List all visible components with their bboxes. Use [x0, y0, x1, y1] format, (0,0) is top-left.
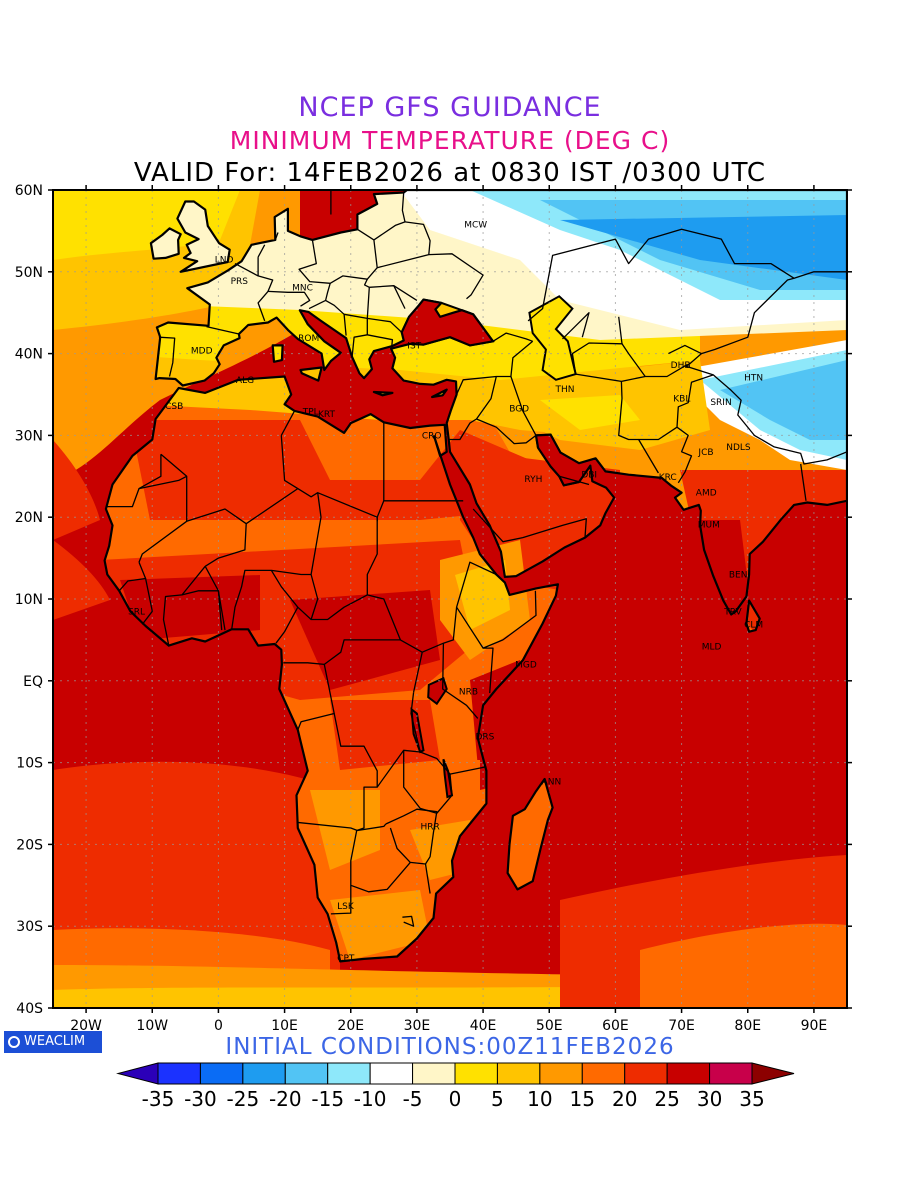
coastlines-and-borders: [103, 190, 847, 963]
lat-tick-label: EQ: [23, 674, 43, 690]
lat-tick-label: 20S: [16, 837, 43, 853]
initial-conditions: INITIAL CONDITIONS:00Z11FEB2026: [225, 1034, 675, 1060]
map-subtitle: MINIMUM TEMPERATURE (DEG C): [229, 126, 671, 155]
lat-tick-label: 10N: [15, 592, 43, 608]
lon-tick-label: 10W: [136, 1018, 168, 1034]
lon-tick-label: 20E: [337, 1018, 364, 1034]
lon-tick-label: 50E: [536, 1018, 563, 1034]
city-label: KRT: [318, 410, 336, 420]
city-label: AMD: [696, 489, 717, 499]
lon-tick-label: 60E: [602, 1018, 629, 1034]
city-label: CPT: [337, 954, 355, 964]
lat-tick-label: 40N: [15, 347, 43, 363]
city-label: KRC: [659, 473, 677, 483]
city-labels: MCW LND PRS MNC ROM MDD IST ALG CSB TPL KRT CRO BGD T…: [128, 220, 763, 964]
city-label: DBI: [581, 471, 597, 481]
city-label: BGD: [509, 404, 529, 414]
city-label: TRV: [723, 607, 742, 617]
city-label: TPL: [302, 408, 319, 418]
lon-tick-label: 40E: [470, 1018, 497, 1034]
lat-tick-label: 40S: [16, 1001, 43, 1017]
lon-tick-label: 90E: [801, 1018, 828, 1034]
lat-tick-label: 20N: [15, 510, 43, 526]
lat-tick-label: 30N: [15, 428, 43, 444]
city-label: SRL: [128, 607, 145, 617]
city-label: DRS: [475, 732, 494, 742]
lon-tick-label: 20W: [70, 1018, 102, 1034]
city-label: NDLS: [726, 443, 751, 453]
city-label: NRB: [459, 687, 478, 697]
city-label: MUM: [698, 521, 720, 531]
map-title: NCEP GFS GUIDANCE: [298, 92, 602, 123]
lat-tick-label: 10S: [16, 756, 43, 772]
city-label: JCB: [697, 448, 713, 458]
lon-tick-label: 70E: [668, 1018, 695, 1034]
city-label: ANN: [542, 777, 562, 787]
lat-tick-label: 50N: [15, 265, 43, 281]
lon-tick-label: 30E: [404, 1018, 431, 1034]
city-label: CSB: [165, 402, 183, 412]
city-label: MCW: [464, 220, 487, 230]
brand-name: WEACLIM: [24, 1034, 86, 1049]
city-label: MDD: [191, 346, 213, 356]
city-label: THN: [555, 385, 575, 395]
lat-tick-label: 60N: [15, 183, 43, 199]
city-label: LND: [215, 256, 234, 266]
city-label: MLD: [702, 642, 722, 652]
city-label: PRS: [231, 277, 249, 287]
weaclim-logo: WEACLIM: [4, 1031, 102, 1053]
city-label: MNC: [292, 283, 313, 293]
city-label: KBL: [673, 395, 690, 405]
city-label: MGD: [515, 660, 537, 670]
city-label: SRIN: [710, 398, 731, 408]
lon-tick-label: 80E: [734, 1018, 761, 1034]
lon-tick-label: 10E: [271, 1018, 298, 1034]
city-label: CRO: [422, 431, 442, 441]
city-label: HRR: [421, 822, 440, 832]
logo-ring-icon: [8, 1036, 20, 1048]
city-label: ROM: [298, 334, 319, 344]
city-label: DHB: [671, 361, 691, 371]
city-label: RYH: [524, 475, 542, 485]
city-label: IST: [407, 341, 421, 351]
city-label: LSK: [337, 902, 355, 912]
lon-tick-label: 0: [214, 1018, 223, 1034]
city-label: CLM: [744, 620, 763, 630]
city-label: HTN: [744, 373, 763, 383]
lat-tick-label: 30S: [16, 919, 43, 935]
valid-time: VALID For: 14FEB2026 at 0830 IST /0300 U…: [133, 158, 767, 188]
city-label: ALG: [236, 376, 254, 386]
city-label: BEN: [729, 570, 748, 580]
